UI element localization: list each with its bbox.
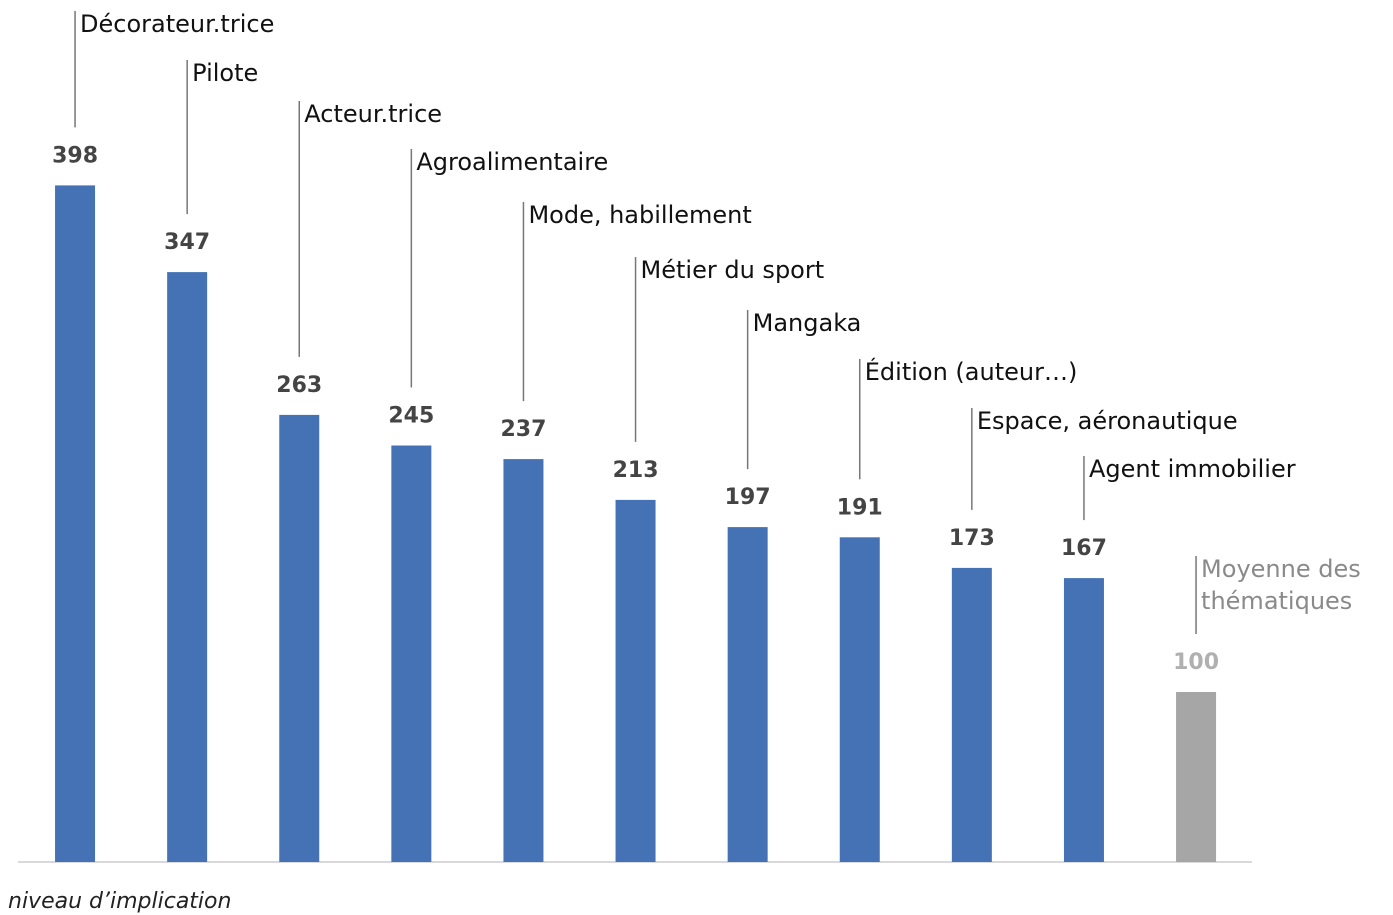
bar [167, 272, 208, 863]
category-label-box: Pilote [192, 59, 259, 87]
bar [615, 499, 656, 862]
value-label: 213 [613, 458, 659, 483]
category-label-box: Mode, habillement [528, 201, 752, 229]
value-label: 167 [1061, 536, 1107, 561]
value-label: 100 [1173, 650, 1219, 675]
value-label: 245 [388, 404, 434, 429]
category-label: Espace, aéronautique [976, 407, 1238, 435]
category-label: Métier du sport [640, 256, 825, 284]
axis-label: niveau d’implication [8, 889, 231, 914]
category-label-box: Édition (auteur…) [864, 358, 1078, 386]
category-label: Agroalimentaire [416, 148, 609, 176]
category-label: Moyenne des thématiques [1201, 555, 1361, 615]
category-label-box: Acteur.trice [304, 100, 443, 128]
value-label: 347 [164, 230, 210, 255]
value-label: 398 [52, 143, 98, 168]
category-label-box: Agroalimentaire [416, 148, 609, 176]
value-label: 263 [276, 373, 322, 398]
category-label: Mangaka [752, 309, 862, 337]
category-label-box: Métier du sport [640, 256, 825, 284]
category-label-box: Décorateur.trice [80, 10, 275, 38]
category-label: Pilote [192, 59, 259, 87]
bar [55, 185, 96, 862]
category-label-box: Moyenne des thématiques [1201, 555, 1361, 615]
category-label-box: Mangaka [752, 309, 862, 337]
category-label-box: Agent immobilier [1088, 455, 1296, 483]
value-label: 191 [837, 495, 883, 520]
bar [951, 567, 992, 862]
bar [839, 537, 880, 862]
value-label: 237 [500, 417, 546, 442]
value-label: 173 [949, 526, 995, 551]
category-label: Décorateur.trice [80, 10, 275, 38]
bar [1063, 578, 1104, 862]
bar [727, 527, 768, 862]
bar [391, 445, 432, 862]
category-label: Mode, habillement [528, 201, 752, 229]
category-label: Édition (auteur…) [864, 358, 1078, 386]
value-label: 197 [725, 485, 771, 510]
category-label: Agent immobilier [1088, 455, 1296, 483]
bar [503, 459, 544, 862]
bar [1176, 692, 1217, 862]
bar [279, 414, 320, 862]
category-label: Acteur.trice [304, 100, 443, 128]
category-label-box: Espace, aéronautique [976, 407, 1238, 435]
